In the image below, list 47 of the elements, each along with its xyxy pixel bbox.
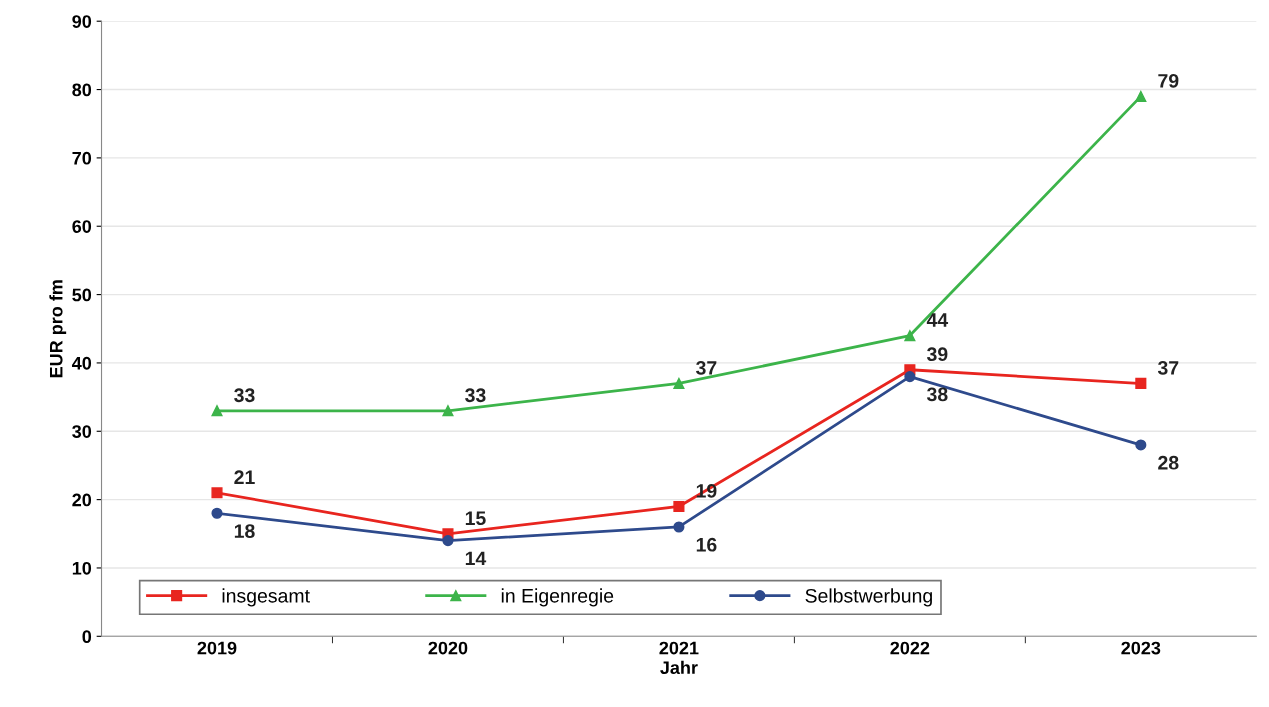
data-label: 21 [234,470,255,484]
point [673,500,685,513]
x-tick-label: 2021 [659,641,699,655]
data-label: 39 [926,347,948,362]
data-label: 38 [926,387,948,402]
data-label: 28 [1158,455,1179,470]
point [904,371,916,383]
point [673,521,685,533]
x-axis-title: Jahr [660,660,698,675]
point [904,330,916,342]
data-label: 18 [234,524,255,538]
point [1135,439,1147,451]
y-tick-label: 10 [72,561,92,575]
data-label: 79 [1158,73,1179,88]
legend-label: Selbstwerbung [805,588,932,607]
point [442,405,454,417]
y-tick-label: 20 [72,493,92,507]
point [211,487,223,499]
data-label: 14 [465,551,487,566]
data-label: 16 [696,537,717,552]
y-tick-label: 90 [72,15,92,28]
data-label: 33 [465,388,486,403]
data-label: 44 [926,313,949,327]
y-tick-label: 50 [72,288,92,302]
x-tick-label: 2019 [197,641,237,655]
data-label: 37 [1157,360,1179,375]
y-tick-label: 60 [72,220,92,233]
y-tick-label: 30 [72,425,92,439]
point [1135,90,1147,102]
data-label: 37 [696,360,717,375]
point [442,535,454,547]
data-label: 33 [234,388,255,403]
y-tick-label: 40 [71,356,92,370]
y-axis-title: EUR pro fm [49,280,67,378]
y-tick-label: 80 [72,83,92,97]
point [1135,377,1147,389]
point [211,507,223,519]
point [673,377,685,389]
legend-label: in Eigenregie [501,588,614,607]
legend-label: insgesamt [222,588,310,607]
x-tick-label: 2023 [1121,641,1161,655]
x-tick-label: 2020 [428,641,468,655]
data-label: 15 [465,511,486,526]
x-tick-label: 2022 [890,641,930,655]
point [211,405,223,417]
y-tick-label: 70 [72,151,92,165]
y-tick-label: 0 [82,630,92,644]
